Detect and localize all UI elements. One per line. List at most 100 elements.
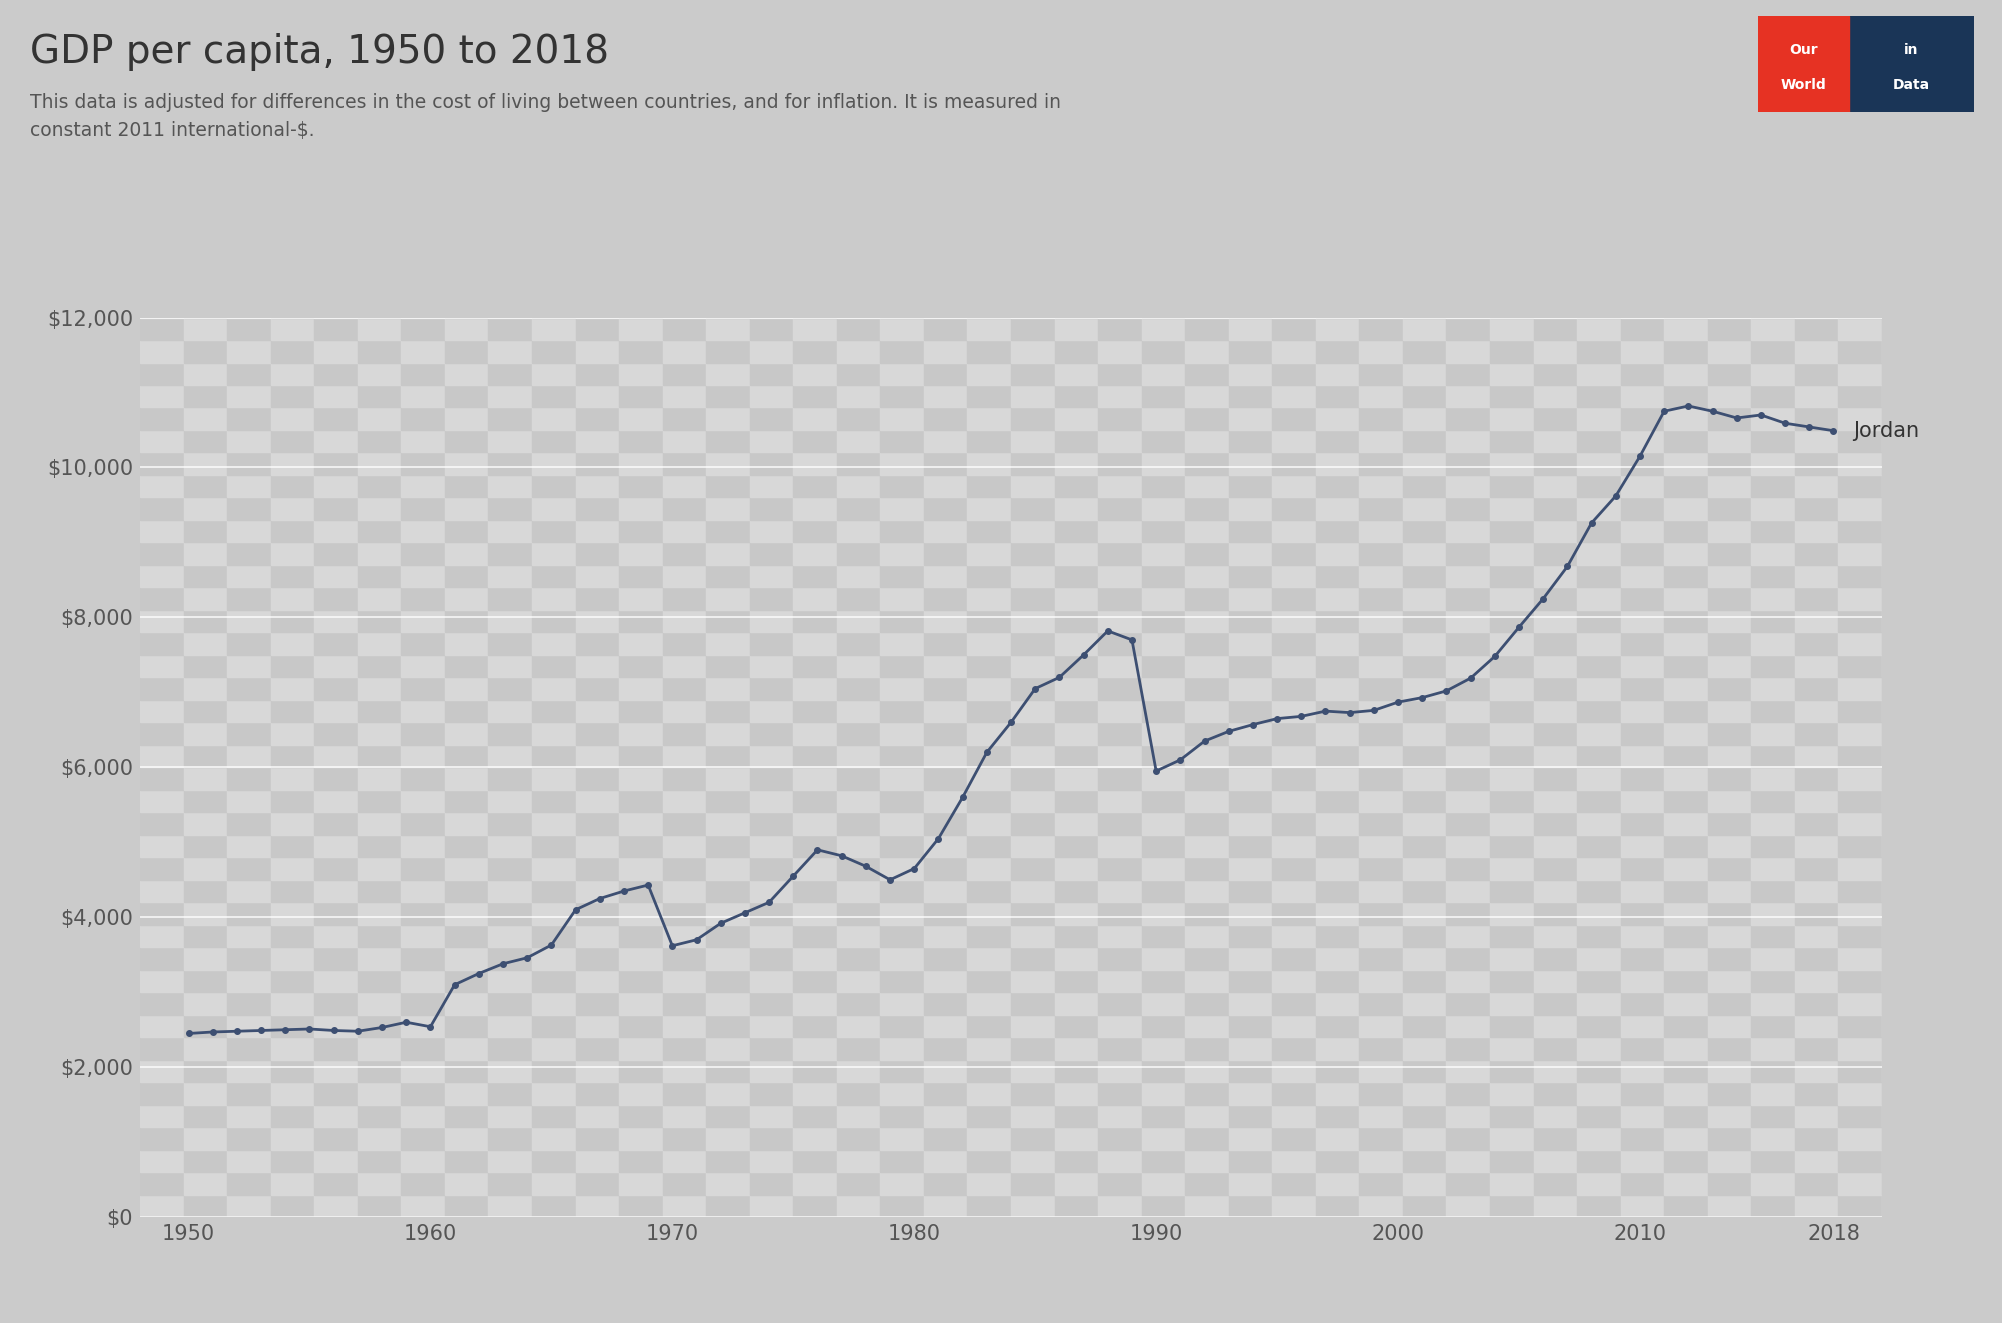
Bar xyxy=(1489,318,1534,340)
Bar xyxy=(1185,632,1229,655)
Bar xyxy=(1185,610,1229,632)
Bar xyxy=(270,655,314,677)
Bar xyxy=(1708,880,1752,902)
Bar xyxy=(488,1150,533,1172)
Bar xyxy=(1359,835,1403,857)
Bar xyxy=(967,520,1011,542)
Bar xyxy=(619,1150,663,1172)
Bar xyxy=(1229,790,1271,812)
Bar xyxy=(400,835,444,857)
Bar xyxy=(1796,880,1838,902)
Bar xyxy=(184,1082,226,1105)
Bar xyxy=(967,1082,1011,1105)
Bar xyxy=(1273,1082,1315,1105)
Bar xyxy=(1445,385,1489,407)
Bar xyxy=(444,610,488,632)
Bar xyxy=(663,700,707,722)
Bar xyxy=(967,407,1011,430)
Bar xyxy=(488,520,533,542)
Bar xyxy=(1664,857,1708,880)
Bar xyxy=(1664,790,1708,812)
Bar xyxy=(1273,925,1315,947)
Bar xyxy=(1403,295,1445,318)
Bar xyxy=(619,1127,663,1150)
Bar xyxy=(184,835,226,857)
Bar xyxy=(400,1195,444,1217)
Bar xyxy=(1578,1082,1622,1105)
Bar xyxy=(707,318,751,340)
Bar xyxy=(1141,295,1185,318)
Bar xyxy=(1882,475,1926,497)
Bar xyxy=(533,1172,577,1195)
Bar xyxy=(444,1150,488,1172)
Bar xyxy=(1273,677,1315,700)
Bar xyxy=(967,497,1011,520)
Bar xyxy=(1489,587,1534,610)
Bar xyxy=(1055,1082,1099,1105)
Bar xyxy=(1752,452,1794,475)
Bar xyxy=(444,1015,488,1037)
Bar xyxy=(226,767,270,790)
Bar xyxy=(1403,520,1445,542)
Bar xyxy=(1489,722,1534,745)
Bar xyxy=(1185,745,1229,767)
Bar xyxy=(1838,700,1882,722)
Bar xyxy=(444,475,488,497)
Bar xyxy=(314,1015,358,1037)
Bar xyxy=(184,385,226,407)
Bar xyxy=(1185,947,1229,970)
Bar xyxy=(1055,812,1099,835)
Bar xyxy=(1185,1037,1229,1060)
Bar xyxy=(663,677,707,700)
Bar xyxy=(1011,700,1055,722)
Bar xyxy=(184,632,226,655)
Bar xyxy=(1359,1105,1403,1127)
Bar xyxy=(663,745,707,767)
Bar xyxy=(837,1150,881,1172)
Bar xyxy=(1273,542,1315,565)
Bar xyxy=(663,1082,707,1105)
Bar xyxy=(1489,745,1534,767)
Bar xyxy=(1708,1037,1752,1060)
Bar xyxy=(793,902,837,925)
Bar xyxy=(400,1060,444,1082)
Bar xyxy=(925,835,967,857)
Bar xyxy=(140,407,184,430)
Bar xyxy=(793,925,837,947)
Bar xyxy=(488,1015,533,1037)
Bar xyxy=(751,902,793,925)
Bar xyxy=(226,587,270,610)
Bar xyxy=(1752,520,1794,542)
Bar xyxy=(184,295,226,318)
Bar xyxy=(1578,722,1622,745)
Bar xyxy=(1752,1150,1794,1172)
Bar xyxy=(925,1172,967,1195)
Bar xyxy=(1752,857,1794,880)
Bar xyxy=(140,318,184,340)
Bar xyxy=(1534,1150,1578,1172)
Bar xyxy=(577,407,619,430)
Bar xyxy=(1315,700,1359,722)
Bar xyxy=(793,542,837,565)
Bar xyxy=(881,835,925,857)
Bar xyxy=(707,430,751,452)
Bar xyxy=(967,857,1011,880)
Bar xyxy=(1664,655,1708,677)
Bar xyxy=(270,992,314,1015)
Bar xyxy=(444,812,488,835)
Bar xyxy=(226,655,270,677)
Bar xyxy=(1403,790,1445,812)
Bar xyxy=(533,610,577,632)
Bar xyxy=(881,565,925,587)
Bar xyxy=(1489,880,1534,902)
Bar xyxy=(1708,722,1752,745)
Bar xyxy=(1708,430,1752,452)
Bar xyxy=(1141,992,1185,1015)
Bar xyxy=(1273,430,1315,452)
Bar xyxy=(1838,745,1882,767)
Bar xyxy=(1359,925,1403,947)
Bar xyxy=(314,565,358,587)
Bar xyxy=(140,497,184,520)
Bar xyxy=(1534,565,1578,587)
Bar xyxy=(1185,1150,1229,1172)
